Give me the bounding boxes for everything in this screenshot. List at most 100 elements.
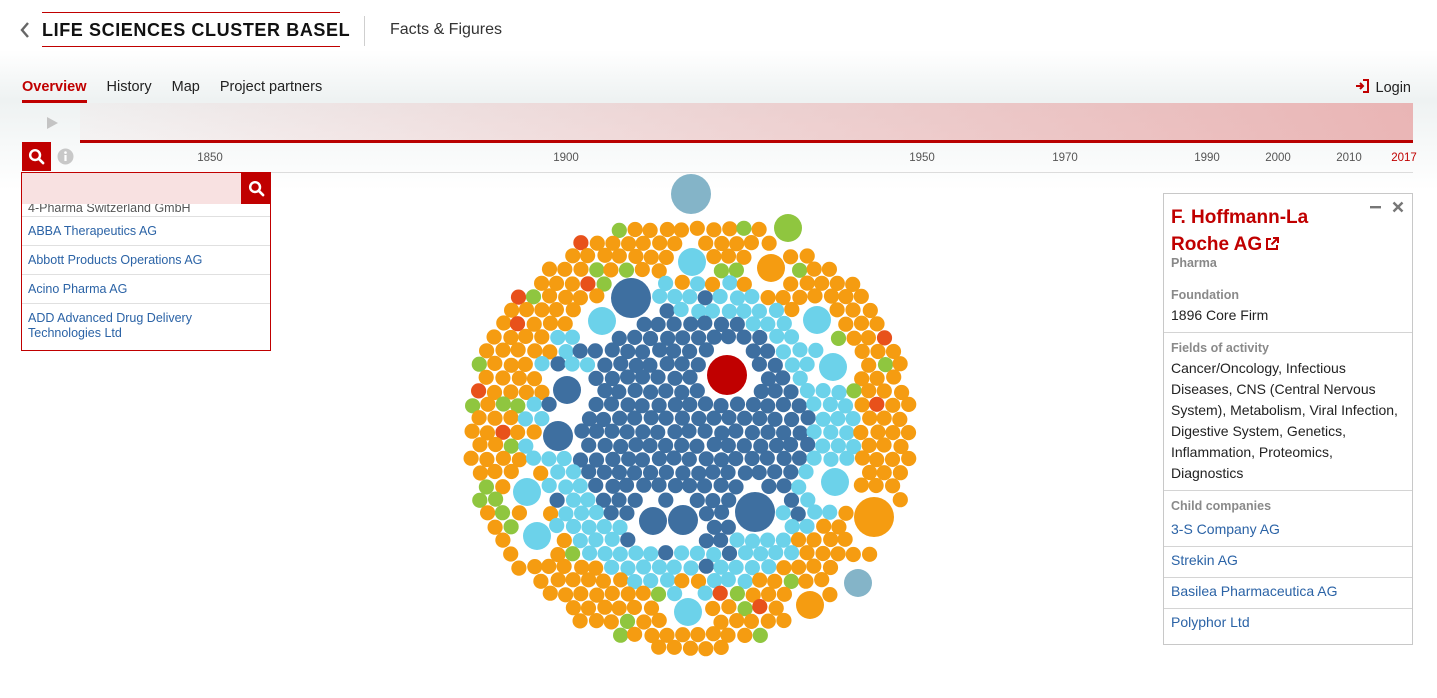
company-bubble[interactable] [603, 614, 619, 630]
company-bubble[interactable] [613, 356, 629, 372]
company-bubble[interactable] [588, 452, 605, 468]
company-bubble[interactable] [628, 545, 644, 561]
external-link-icon[interactable] [1265, 232, 1280, 250]
company-bubble[interactable] [612, 519, 628, 535]
company-bubble[interactable] [844, 569, 872, 597]
company-bubble[interactable] [471, 383, 487, 399]
company-bubble[interactable] [713, 532, 729, 548]
company-bubble[interactable] [876, 437, 892, 453]
search-submit-button[interactable] [241, 173, 270, 204]
company-bubble[interactable] [760, 316, 776, 332]
company-bubble[interactable] [683, 316, 699, 332]
company-bubble[interactable] [488, 491, 504, 507]
company-bubble[interactable] [823, 451, 839, 467]
company-bubble[interactable] [487, 355, 503, 371]
company-bubble[interactable] [837, 531, 853, 547]
company-bubble[interactable] [822, 504, 838, 520]
company-bubble[interactable] [854, 371, 870, 387]
company-bubble[interactable] [769, 437, 785, 454]
company-bubble[interactable] [885, 478, 901, 494]
company-bubble[interactable] [572, 452, 589, 468]
company-bubble[interactable] [504, 302, 520, 318]
company-bubble[interactable] [550, 356, 566, 372]
company-bubble[interactable] [721, 545, 738, 561]
company-bubble[interactable] [839, 425, 855, 441]
company-bubble[interactable] [806, 261, 822, 277]
company-bubble[interactable] [696, 478, 713, 494]
company-bubble[interactable] [643, 384, 659, 400]
company-bubble[interactable] [743, 613, 759, 629]
company-bubble[interactable] [642, 357, 658, 373]
company-bubble[interactable] [650, 424, 666, 440]
company-bubble[interactable] [550, 572, 566, 588]
company-bubble[interactable] [775, 344, 791, 360]
company-bubble[interactable] [596, 464, 613, 480]
company-bubble[interactable] [597, 437, 613, 454]
company-bubble[interactable] [643, 465, 659, 481]
company-bubble[interactable] [667, 236, 683, 252]
company-bubble[interactable] [697, 315, 713, 331]
company-bubble[interactable] [792, 262, 808, 278]
company-bubble[interactable] [877, 357, 894, 373]
company-bubble[interactable] [627, 626, 643, 642]
company-bubble[interactable] [682, 397, 698, 413]
company-bubble[interactable] [806, 450, 822, 466]
company-bubble[interactable] [870, 343, 886, 360]
company-bubble[interactable] [503, 329, 519, 346]
company-bubble[interactable] [620, 369, 636, 385]
company-bubble[interactable] [729, 290, 746, 306]
company-bubble[interactable] [845, 546, 861, 563]
company-bubble[interactable] [892, 411, 908, 427]
company-bubble[interactable] [713, 477, 729, 493]
company-bubble[interactable] [627, 492, 643, 508]
company-bubble[interactable] [745, 343, 761, 359]
company-bubble[interactable] [697, 585, 713, 601]
company-bubble[interactable] [792, 425, 808, 441]
company-bubble[interactable] [689, 545, 705, 561]
company-bubble[interactable] [636, 477, 652, 493]
company-bubble[interactable] [634, 398, 650, 414]
company-bubble[interactable] [689, 383, 705, 399]
company-bubble[interactable] [767, 464, 783, 480]
company-bubble[interactable] [783, 384, 799, 400]
company-bubble[interactable] [627, 574, 643, 590]
company-bubble[interactable] [579, 357, 596, 373]
company-bubble[interactable] [776, 586, 792, 602]
company-bubble[interactable] [573, 586, 589, 602]
company-bubble[interactable] [650, 586, 667, 602]
company-bubble[interactable] [487, 410, 503, 426]
company-bubble[interactable] [822, 559, 839, 576]
company-bubble[interactable] [659, 356, 675, 372]
company-bubble[interactable] [706, 329, 722, 345]
company-bubble[interactable] [760, 532, 776, 548]
company-bubble[interactable] [487, 519, 503, 535]
company-bubble[interactable] [728, 262, 744, 278]
company-bubble[interactable] [667, 424, 683, 440]
company-bubble[interactable] [627, 329, 643, 345]
close-icon[interactable] [1391, 200, 1405, 214]
company-bubble[interactable] [815, 383, 831, 399]
company-bubble[interactable] [775, 532, 791, 548]
company-bubble[interactable] [799, 383, 815, 399]
company-bubble[interactable] [869, 452, 885, 468]
company-bubble[interactable] [705, 600, 721, 617]
company-bubble[interactable] [651, 477, 667, 493]
company-bubble[interactable] [674, 437, 690, 453]
company-bubble[interactable] [776, 560, 792, 576]
company-bubble[interactable] [639, 507, 667, 535]
company-bubble[interactable] [628, 437, 644, 453]
company-bubble[interactable] [799, 356, 815, 372]
company-bubble[interactable] [759, 450, 775, 466]
company-bubble[interactable] [854, 497, 894, 537]
company-bubble[interactable] [581, 464, 597, 480]
company-bubble[interactable] [589, 235, 605, 251]
company-bubble[interactable] [822, 587, 838, 603]
company-bubble[interactable] [823, 288, 840, 304]
company-bubble[interactable] [783, 464, 799, 480]
company-bubble[interactable] [541, 396, 557, 412]
company-bubble[interactable] [674, 356, 690, 372]
company-bubble[interactable] [626, 599, 642, 615]
company-bubble[interactable] [572, 613, 588, 629]
company-bubble[interactable] [790, 506, 806, 522]
company-bubble[interactable] [527, 559, 543, 575]
